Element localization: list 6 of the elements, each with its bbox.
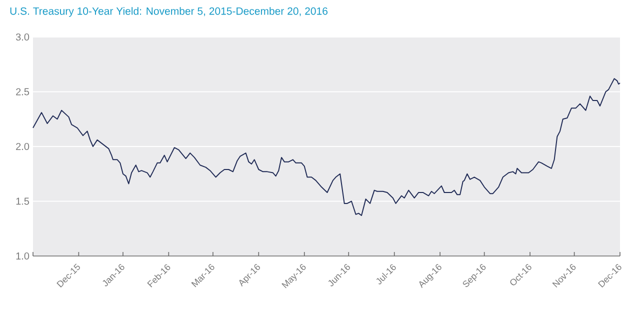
y-tick-label: 1.5 <box>16 198 30 205</box>
y-tick-label: 2.5 <box>16 88 30 96</box>
y-tick-label: 2.0 <box>16 142 30 150</box>
y-tick-label: 3.0 <box>16 33 30 41</box>
chart-title: U.S. Treasury 10-Year Yield: November 5, 2015-December 20, 2016 <box>10 7 328 17</box>
y-tick-label: 1.0 <box>16 252 30 260</box>
